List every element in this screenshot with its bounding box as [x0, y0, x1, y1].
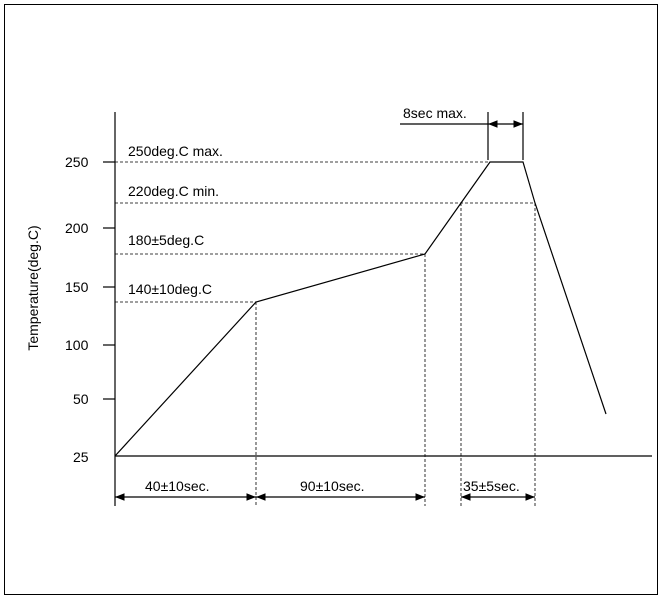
label-250-max: 250deg.C max.: [128, 143, 223, 159]
label-180: 180±5deg.C: [128, 232, 204, 248]
time-guides: [255, 203, 536, 506]
label-220-min: 220deg.C min.: [128, 183, 219, 199]
y-tick-label-150: 150: [65, 279, 89, 295]
label-above220-duration: 35±5sec.: [463, 478, 520, 494]
label-peak-hold: 8sec max.: [403, 105, 467, 121]
y-tick-label-250: 250: [65, 154, 89, 170]
label-ramp-duration: 40±10sec.: [145, 478, 210, 494]
y-ticks: [103, 161, 115, 400]
y-tick-labels: 250 200 150 100 50 25: [65, 154, 89, 465]
temperature-profile-line: [114, 161, 607, 457]
label-preheat-duration: 90±10sec.: [300, 478, 365, 494]
y-tick-label-25: 25: [73, 449, 89, 465]
y-tick-label-50: 50: [73, 391, 89, 407]
y-axis-label: Temperature(deg.C): [25, 225, 41, 350]
level-guides: [115, 161, 535, 303]
y-tick-label-100: 100: [65, 337, 89, 353]
label-140: 140±10deg.C: [128, 281, 212, 297]
y-tick-label-200: 200: [65, 220, 89, 236]
